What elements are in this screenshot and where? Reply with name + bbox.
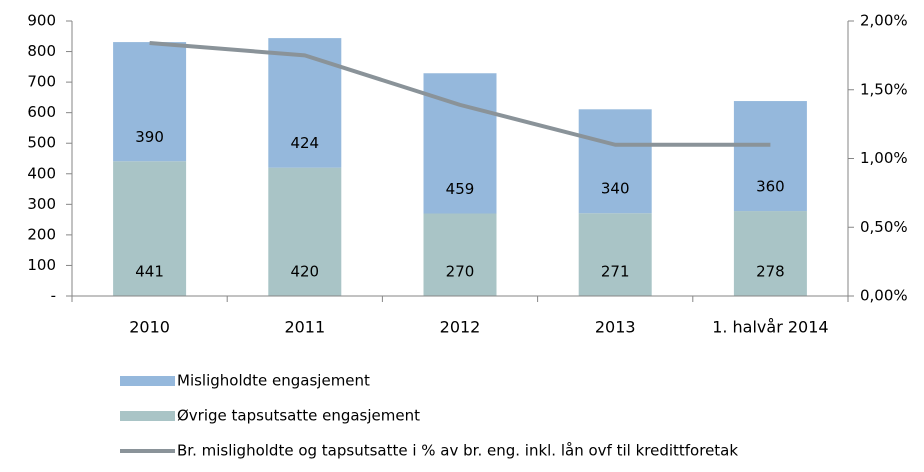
y-tick-label: 700 [27, 73, 56, 91]
bar [733, 101, 807, 212]
data-label: 278 [756, 263, 785, 281]
x-tick-label: 2013 [595, 318, 636, 337]
data-label: 271 [601, 263, 630, 281]
legend-label: Øvrige tapsutsatte engasjement [177, 407, 420, 425]
x-tick-label: 1. halvår 2014 [712, 318, 828, 337]
bar [268, 167, 342, 296]
bar [268, 38, 342, 168]
bar [733, 211, 807, 296]
bar [578, 213, 652, 296]
y-tick-label: 900 [27, 12, 56, 30]
y-tick-label: 400 [27, 164, 56, 182]
bar [113, 42, 187, 162]
x-tick-label: 2011 [284, 318, 325, 337]
y2-tick-label: 1,50% [860, 80, 908, 98]
y2-tick-label: 1,00% [860, 149, 908, 167]
y-tick-label: 600 [27, 103, 56, 121]
data-label: 360 [756, 178, 785, 196]
y-tick-label: 800 [27, 42, 56, 60]
data-label: 420 [290, 263, 319, 281]
y2-tick-label: 0,50% [860, 218, 908, 236]
y2-tick-label: 0,00% [860, 287, 908, 305]
line-series [149, 41, 771, 147]
bar [113, 161, 187, 296]
bar [578, 109, 652, 214]
bar [423, 213, 497, 296]
data-label: 390 [135, 128, 164, 146]
legend-swatch [120, 376, 175, 386]
legend-swatch [120, 411, 175, 421]
y-tick-label: 500 [27, 134, 56, 152]
data-label: 459 [446, 180, 475, 198]
x-tick-label: 2012 [440, 318, 481, 337]
legend-label: Misligholdte engasjement [177, 372, 370, 390]
data-label: 270 [446, 263, 475, 281]
y-tick-label: 200 [27, 225, 56, 243]
data-label: 441 [135, 263, 164, 281]
y-tick-label: 300 [27, 195, 56, 213]
data-label: 340 [601, 180, 630, 198]
y-tick-label: - [51, 287, 56, 305]
y2-tick-label: 2,00% [860, 12, 908, 30]
y-tick-label: 100 [27, 256, 56, 274]
x-tick-label: 2010 [129, 318, 170, 337]
data-label: 424 [290, 134, 319, 152]
legend-label: Br. misligholdte og tapsutsatte i % av b… [177, 442, 738, 460]
